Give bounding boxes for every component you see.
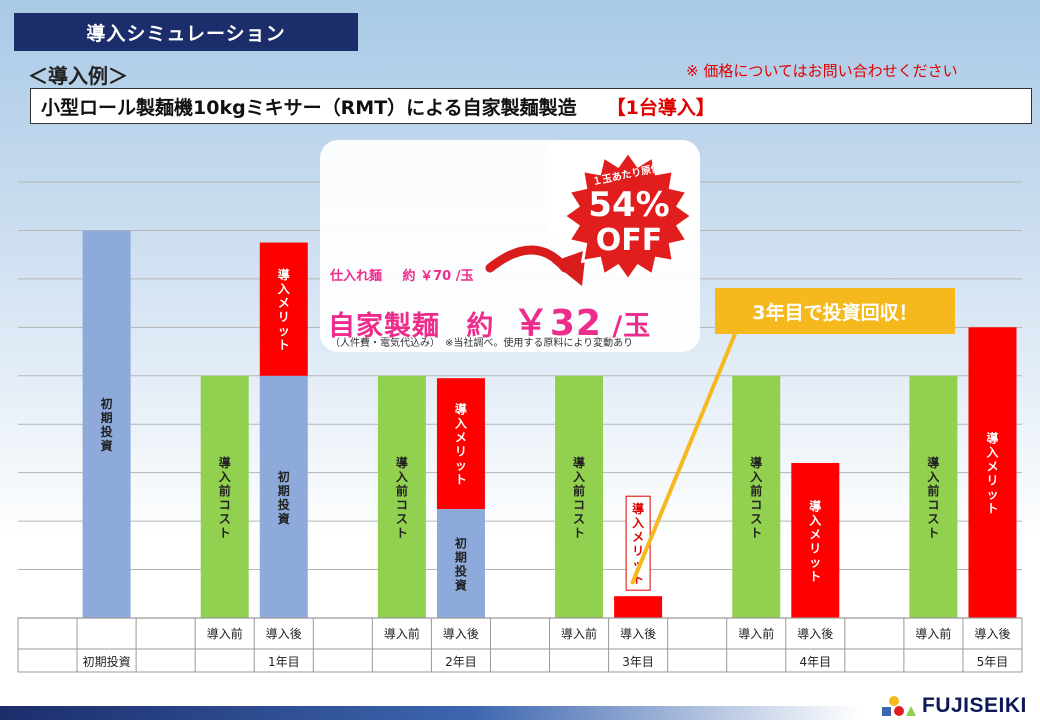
group-label: 初期投資 [83, 654, 131, 669]
sub-category-label: 導入前 [915, 626, 951, 641]
bar-label: 導入前コスト [750, 455, 762, 540]
category-table [17, 617, 1023, 673]
payback-callout: 3年目で投資回収！ [715, 288, 955, 334]
bar-label: 導入メリット [986, 431, 998, 516]
bar-label: 導入前コスト [573, 455, 585, 540]
bar-merit [614, 596, 663, 618]
price-note: ※ 価格についてはお問い合わせください [686, 62, 958, 80]
page-title: 導入シミュレーション [14, 13, 358, 51]
bar-label: 導入前コスト [927, 455, 939, 540]
bar-label: 初期投資 [101, 396, 113, 453]
own-label: 自家製麺 [328, 311, 440, 342]
cost-note: （人件費・電気代込み） ※当社調べ。使用する原料により変動あり [330, 338, 634, 349]
bar-invest [436, 509, 485, 618]
sub-category-label: 導入前 [384, 626, 420, 641]
bar-merit [968, 327, 1017, 618]
promo-bubble-top [545, 140, 700, 240]
supplier-price-value: 約 ￥70 /玉 [402, 269, 474, 284]
sub-category-label: 導入前 [738, 626, 774, 641]
bar-label: 導入メリット [809, 498, 821, 583]
bar-cost [200, 375, 249, 618]
bar-label: 初期投資 [455, 536, 467, 593]
bar-invest [259, 375, 308, 618]
supplier-price: 仕入れ麺 約 ￥70 /玉 [330, 265, 473, 284]
bar-label: 導入メリット [278, 267, 290, 352]
bar-merit [791, 462, 840, 618]
own-unit: /玉 [612, 311, 652, 342]
bar-label: 導入メリット [455, 402, 467, 487]
sub-category-label: 導入後 [266, 627, 302, 641]
supplier-label: 仕入れ麺 [330, 269, 383, 284]
own-price-value: ￥32 [512, 303, 602, 344]
sub-category-label: 導入前 [207, 626, 243, 641]
company-logo: FUJISEIKI [880, 694, 1027, 718]
bar-merit [436, 378, 485, 509]
bar-cost [909, 375, 958, 618]
sub-category-label: 導入後 [620, 627, 656, 641]
bar-merit [259, 242, 308, 376]
headline-text: 小型ロール製麺機10kgミキサー（RMT）による自家製麺製造 [41, 96, 577, 119]
bar-label: 初期投資 [278, 469, 290, 526]
sub-category-label: 導入後 [974, 627, 1010, 641]
bar-cost [377, 375, 426, 618]
bar-cost [732, 375, 781, 618]
group-label: 1年目 [268, 655, 300, 669]
headline-box: 小型ロール製麺機10kgミキサー（RMT）による自家製麺製造 【1台導入】 [30, 88, 1032, 124]
sub-category-label: 導入後 [443, 627, 479, 641]
example-subtitle: ＜導入例＞ [28, 64, 128, 88]
group-label: 3年目 [622, 655, 654, 669]
footer-bar [0, 706, 860, 720]
group-label: 2年目 [445, 655, 477, 669]
logo-text: FUJISEIKI [922, 694, 1027, 717]
bar-label: 導入前コスト [396, 455, 408, 540]
headline-tag: 【1台導入】 [606, 96, 715, 119]
bar-invest [82, 230, 131, 618]
logo-mark-icon [882, 696, 916, 716]
group-label: 4年目 [799, 655, 831, 669]
bar-label: 導入メリット [632, 501, 644, 586]
sub-category-label: 導入後 [797, 627, 833, 641]
bar-cost [555, 375, 604, 618]
own-price: 自家製麺 約 ￥32 /玉 [328, 294, 651, 346]
group-label: 5年目 [977, 655, 1009, 669]
sub-category-label: 導入前 [561, 626, 597, 641]
own-approx: 約 [466, 311, 495, 342]
bar-label: 導入前コスト [219, 455, 231, 540]
